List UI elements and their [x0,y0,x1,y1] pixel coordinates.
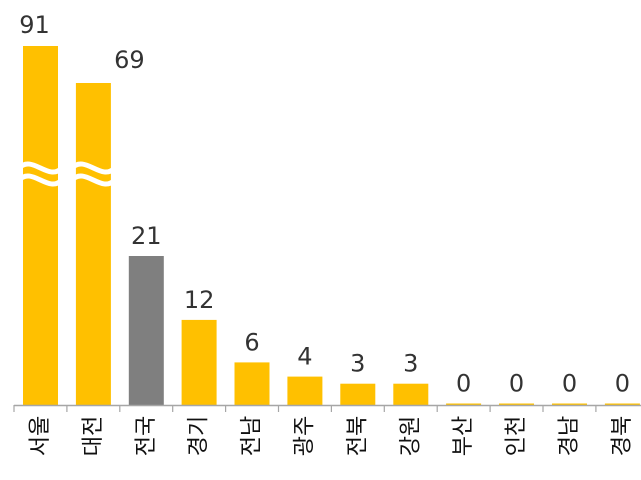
value-label-경남: 0 [562,370,577,398]
value-label-전남: 6 [244,328,259,356]
value-label-전국: 21 [131,222,162,250]
bar-부산 [446,403,482,405]
category-label-경남: 경남 [557,416,582,456]
category-label-강원: 강원 [398,416,423,456]
axis-break-서울-lower [17,173,64,187]
category-label-대전: 대전 [81,416,106,456]
axis-break-대전 [70,161,117,175]
bar-경남 [552,403,587,405]
value-label-인천: 0 [509,370,524,398]
value-label-전북: 3 [350,350,365,378]
axis-breaks-group [17,161,117,187]
bar-경기 [181,319,217,405]
category-label-서울: 서울 [28,416,53,456]
bar-광주 [287,376,323,405]
bar-전남 [234,362,270,405]
bar-대전 [75,83,111,405]
category-label-광주: 광주 [292,416,317,456]
category-labels-group: 서울 대전 전국 경기 전남 광주 전북 강원 부산 인천 경남 경북 [28,416,635,456]
bars-group [23,46,640,405]
x-axis-ticks-group [13,405,597,412]
value-label-서울: 91 [19,11,50,39]
category-label-부산: 부산 [451,416,476,456]
bar-서울 [23,46,58,405]
axis-break-서울 [17,161,64,175]
bar-경북 [604,403,640,405]
value-label-대전: 69 [114,46,145,74]
bar-전북 [340,383,376,405]
value-label-광주: 4 [297,343,312,371]
category-label-경기: 경기 [187,416,212,456]
value-label-강원: 3 [403,350,418,378]
value-label-경북: 0 [615,370,630,398]
bar-강원 [393,383,429,405]
bar-인천 [499,403,534,405]
axis-break-대전-lower [70,173,117,187]
value-labels-group: 91 69 21 12 6 4 3 3 0 0 0 0 [19,11,630,398]
category-label-경북: 경북 [610,416,635,456]
value-label-경기: 12 [184,286,215,314]
category-label-전북: 전북 [345,416,370,456]
category-label-전국: 전국 [134,416,159,456]
category-label-인천: 인천 [504,416,529,456]
value-label-부산: 0 [456,370,471,398]
category-label-전남: 전남 [240,416,265,456]
bar-전국 [128,256,164,405]
